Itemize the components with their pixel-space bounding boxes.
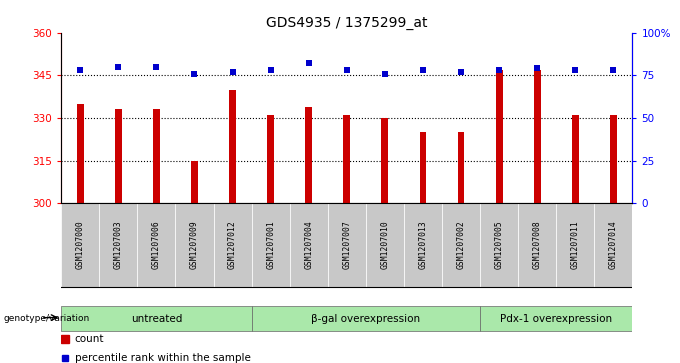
Bar bbox=[610, 115, 617, 203]
Bar bbox=[290, 203, 328, 287]
Text: GSM1207004: GSM1207004 bbox=[304, 221, 313, 269]
Bar bbox=[480, 306, 632, 331]
Text: GSM1207014: GSM1207014 bbox=[609, 221, 618, 269]
Text: GSM1207011: GSM1207011 bbox=[571, 221, 580, 269]
Text: GSM1207010: GSM1207010 bbox=[380, 221, 390, 269]
Bar bbox=[137, 203, 175, 287]
Bar bbox=[214, 203, 252, 287]
Text: percentile rank within the sample: percentile rank within the sample bbox=[75, 352, 251, 363]
Bar bbox=[175, 203, 214, 287]
Bar bbox=[404, 203, 442, 287]
Text: genotype/variation: genotype/variation bbox=[3, 314, 90, 323]
Bar bbox=[305, 107, 312, 203]
Text: untreated: untreated bbox=[131, 314, 182, 323]
Text: β-gal overexpression: β-gal overexpression bbox=[311, 314, 420, 323]
Bar bbox=[366, 203, 404, 287]
Text: GSM1207005: GSM1207005 bbox=[494, 221, 504, 269]
Bar bbox=[252, 203, 290, 287]
Bar bbox=[572, 115, 579, 203]
Text: GSM1207003: GSM1207003 bbox=[114, 221, 123, 269]
Text: count: count bbox=[75, 334, 104, 344]
Text: GSM1207006: GSM1207006 bbox=[152, 221, 161, 269]
Bar bbox=[442, 203, 480, 287]
Bar bbox=[267, 115, 274, 203]
Bar bbox=[480, 203, 518, 287]
Bar bbox=[556, 203, 594, 287]
Bar bbox=[420, 132, 426, 203]
Bar bbox=[328, 203, 366, 287]
Text: GSM1207007: GSM1207007 bbox=[342, 221, 352, 269]
Bar bbox=[458, 132, 464, 203]
Text: GSM1207009: GSM1207009 bbox=[190, 221, 199, 269]
Bar bbox=[153, 109, 160, 203]
Bar bbox=[496, 70, 503, 203]
Bar bbox=[61, 203, 99, 287]
Text: GSM1207012: GSM1207012 bbox=[228, 221, 237, 269]
Text: GSM1207001: GSM1207001 bbox=[266, 221, 275, 269]
Bar bbox=[534, 70, 541, 203]
Text: GSM1207013: GSM1207013 bbox=[418, 221, 428, 269]
Bar bbox=[99, 203, 137, 287]
Bar bbox=[191, 160, 198, 203]
Text: Pdx-1 overexpression: Pdx-1 overexpression bbox=[500, 314, 612, 323]
Bar bbox=[252, 306, 480, 331]
Bar bbox=[518, 203, 556, 287]
Bar bbox=[343, 115, 350, 203]
Title: GDS4935 / 1375299_at: GDS4935 / 1375299_at bbox=[266, 16, 428, 30]
Text: GSM1207008: GSM1207008 bbox=[532, 221, 542, 269]
Text: GSM1207002: GSM1207002 bbox=[456, 221, 466, 269]
Text: GSM1207000: GSM1207000 bbox=[75, 221, 85, 269]
Bar bbox=[115, 109, 122, 203]
Bar bbox=[77, 104, 84, 203]
Bar bbox=[594, 203, 632, 287]
Bar bbox=[61, 306, 252, 331]
Bar bbox=[229, 90, 236, 203]
Bar bbox=[381, 118, 388, 203]
